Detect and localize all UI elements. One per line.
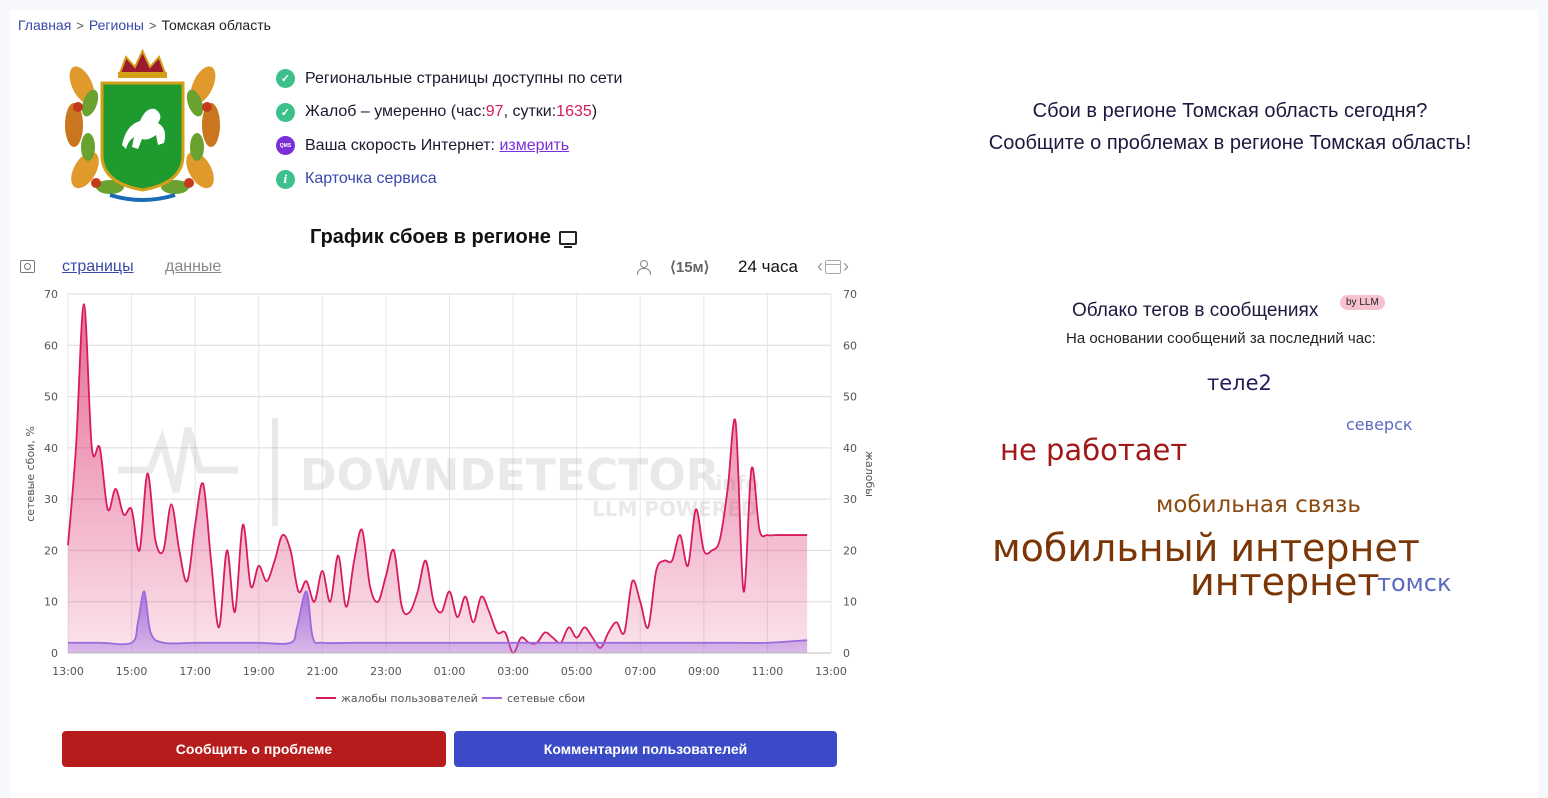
x-tick-label: 09:00 [688,665,720,678]
speed-label: Ваша скорость Интернет: [305,136,500,154]
y-tick-label-right: 50 [843,391,857,404]
info-icon: i [276,169,295,189]
tag-cloud-tag[interactable]: теле2 [1207,371,1272,395]
y-tick-label-left: 20 [44,544,58,557]
outage-chart: DOWNDETECTOR .info LLM POWERED 0 0 10 10 20 2… [24,288,876,705]
tag-cloud-title: Облако тегов в сообщениях [1072,300,1319,321]
x-tick-label: 13:00 [815,665,847,678]
chart-toolbar: страницы данные ⟨15м⟩ 24 часа ‹ › [20,256,860,280]
y-tick-label-left: 30 [44,493,58,506]
check-circle-icon: ✓ [276,102,295,122]
complaints-hour-count: 97 [485,103,504,121]
series-network-outages-line [68,590,808,646]
breadcrumb-current: Томская область [161,17,271,33]
chevron-right-icon: > [76,17,84,33]
status-speed: QMS Ваша скорость Интернет: измерить [276,129,622,163]
y-axis-right-label: жалобы [863,451,876,497]
x-tick-label: 21:00 [306,665,338,678]
y-tick-label-right: 30 [843,493,857,506]
service-card-link[interactable]: Карточка сервиса [305,170,437,188]
chart-series [67,303,808,654]
series-network-outages-area [68,591,808,653]
y-axis-left-label: сетевые сбои, % [24,426,37,522]
x-tick-label: 13:00 [52,665,84,678]
date-navigator: ‹ › [817,256,849,277]
status-service-card: i Карточка сервиса [276,163,622,197]
page-background [10,10,1538,798]
tag-cloud-tag[interactable]: не работает [1000,433,1188,467]
region-coat-of-arms [65,48,220,202]
complaints-prefix: Жалоб – умеренно (час: [305,103,486,121]
chart-axes: 0 0 10 10 20 20 30 30 40 40 50 50 60 60 70 70 13:00 15:00… [44,288,857,678]
region-headline: Сбои в регионе Томская область сегодня? … [960,95,1500,159]
legend-complaints[interactable]: жалобы пользователей [341,692,478,705]
chart-legend: жалобы пользователей сетевые сбои [316,692,585,705]
x-tick-label: 01:00 [434,665,466,678]
headline-line1: Сбои в регионе Томская область сегодня? [1032,100,1428,122]
x-tick-label: 05:00 [561,665,593,678]
y-tick-label-left: 10 [44,596,58,609]
interval-selector[interactable]: ⟨15м⟩ [670,259,710,276]
headline-line2: Сообщите о проблемах в регионе Томская о… [988,132,1472,154]
user-comments-button[interactable]: Комментарии пользователей [454,731,837,767]
calendar-icon[interactable] [825,259,841,274]
prev-arrow-icon[interactable]: ‹ [817,256,823,276]
breadcrumb-home[interactable]: Главная [18,17,72,33]
next-arrow-icon[interactable]: › [843,256,849,276]
y-tick-label-right: 40 [843,442,857,455]
tv-icon[interactable] [558,230,577,248]
tab-data[interactable]: данные [165,258,222,275]
status-available-text: Региональные страницы доступны по сети [305,69,623,87]
y-tick-label-left: 0 [51,647,58,660]
qms-icon: QMS [276,136,295,156]
tag-cloud-tag[interactable]: интернет [1190,560,1380,604]
tag-cloud-subtitle: На основании сообщений за последний час: [1066,330,1376,347]
y-tick-label-right: 10 [843,596,857,609]
downdetector-watermark: DOWNDETECTOR .info LLM POWERED [118,418,759,526]
complaints-suffix: ) [591,103,598,121]
legend-network[interactable]: сетевые сбои [507,692,585,705]
tag-cloud-tag[interactable]: мобильная связь [1156,492,1361,518]
llm-badge: by LLM [1340,295,1385,310]
x-tick-label: 23:00 [370,665,402,678]
y-tick-label-right: 70 [843,288,857,301]
chart-title-text: График сбоев в регионе [310,226,551,248]
status-available: ✓ Региональные страницы доступны по сети [276,62,622,96]
tag-cloud-tag[interactable]: северск [1346,415,1413,434]
x-tick-label: 17:00 [179,665,211,678]
user-icon[interactable] [637,260,651,275]
status-complaints: ✓ Жалоб – умеренно (час: 97 , сутки: 163… [276,96,622,130]
x-tick-label: 07:00 [624,665,656,678]
chart-title: График сбоев в регионе [310,226,577,249]
x-tick-label: 03:00 [497,665,529,678]
y-tick-label-left: 50 [44,391,58,404]
breadcrumb-regions[interactable]: Регионы [88,17,144,33]
x-tick-label: 19:00 [243,665,275,678]
measure-speed-link[interactable]: измерить [499,136,570,154]
x-tick-label: 11:00 [752,665,784,678]
series-complaints-line [67,303,808,654]
watermark-text: DOWNDETECTOR [300,450,720,501]
y-tick-label-left: 40 [44,442,58,455]
y-tick-label-right: 60 [843,339,857,352]
complaints-mid: , сутки: [503,103,557,121]
tag-cloud-tag[interactable]: томск [1377,569,1452,597]
y-tick-label-right: 20 [843,544,857,557]
chevron-right-icon: > [148,17,157,33]
check-circle-icon: ✓ [276,69,295,89]
y-tick-label-left: 60 [44,339,58,352]
y-tick-label-right: 0 [843,647,850,660]
region-status: ✓ Региональные страницы доступны по сети… [276,62,622,196]
breadcrumb: Главная > Регионы > Томская область [18,17,271,33]
x-tick-label: 15:00 [116,665,148,678]
tab-pages[interactable]: страницы [62,258,134,275]
camera-icon[interactable] [20,260,35,273]
time-range[interactable]: 24 часа [738,257,798,276]
report-problem-button[interactable]: Сообщить о проблеме [62,731,446,767]
complaints-day-count: 1635 [556,103,592,121]
tag-cloud-tag[interactable]: мобильный интернет [992,526,1420,570]
y-tick-label-left: 70 [44,288,58,301]
